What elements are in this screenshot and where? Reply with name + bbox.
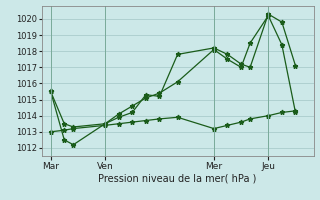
- X-axis label: Pression niveau de la mer( hPa ): Pression niveau de la mer( hPa ): [99, 173, 257, 183]
